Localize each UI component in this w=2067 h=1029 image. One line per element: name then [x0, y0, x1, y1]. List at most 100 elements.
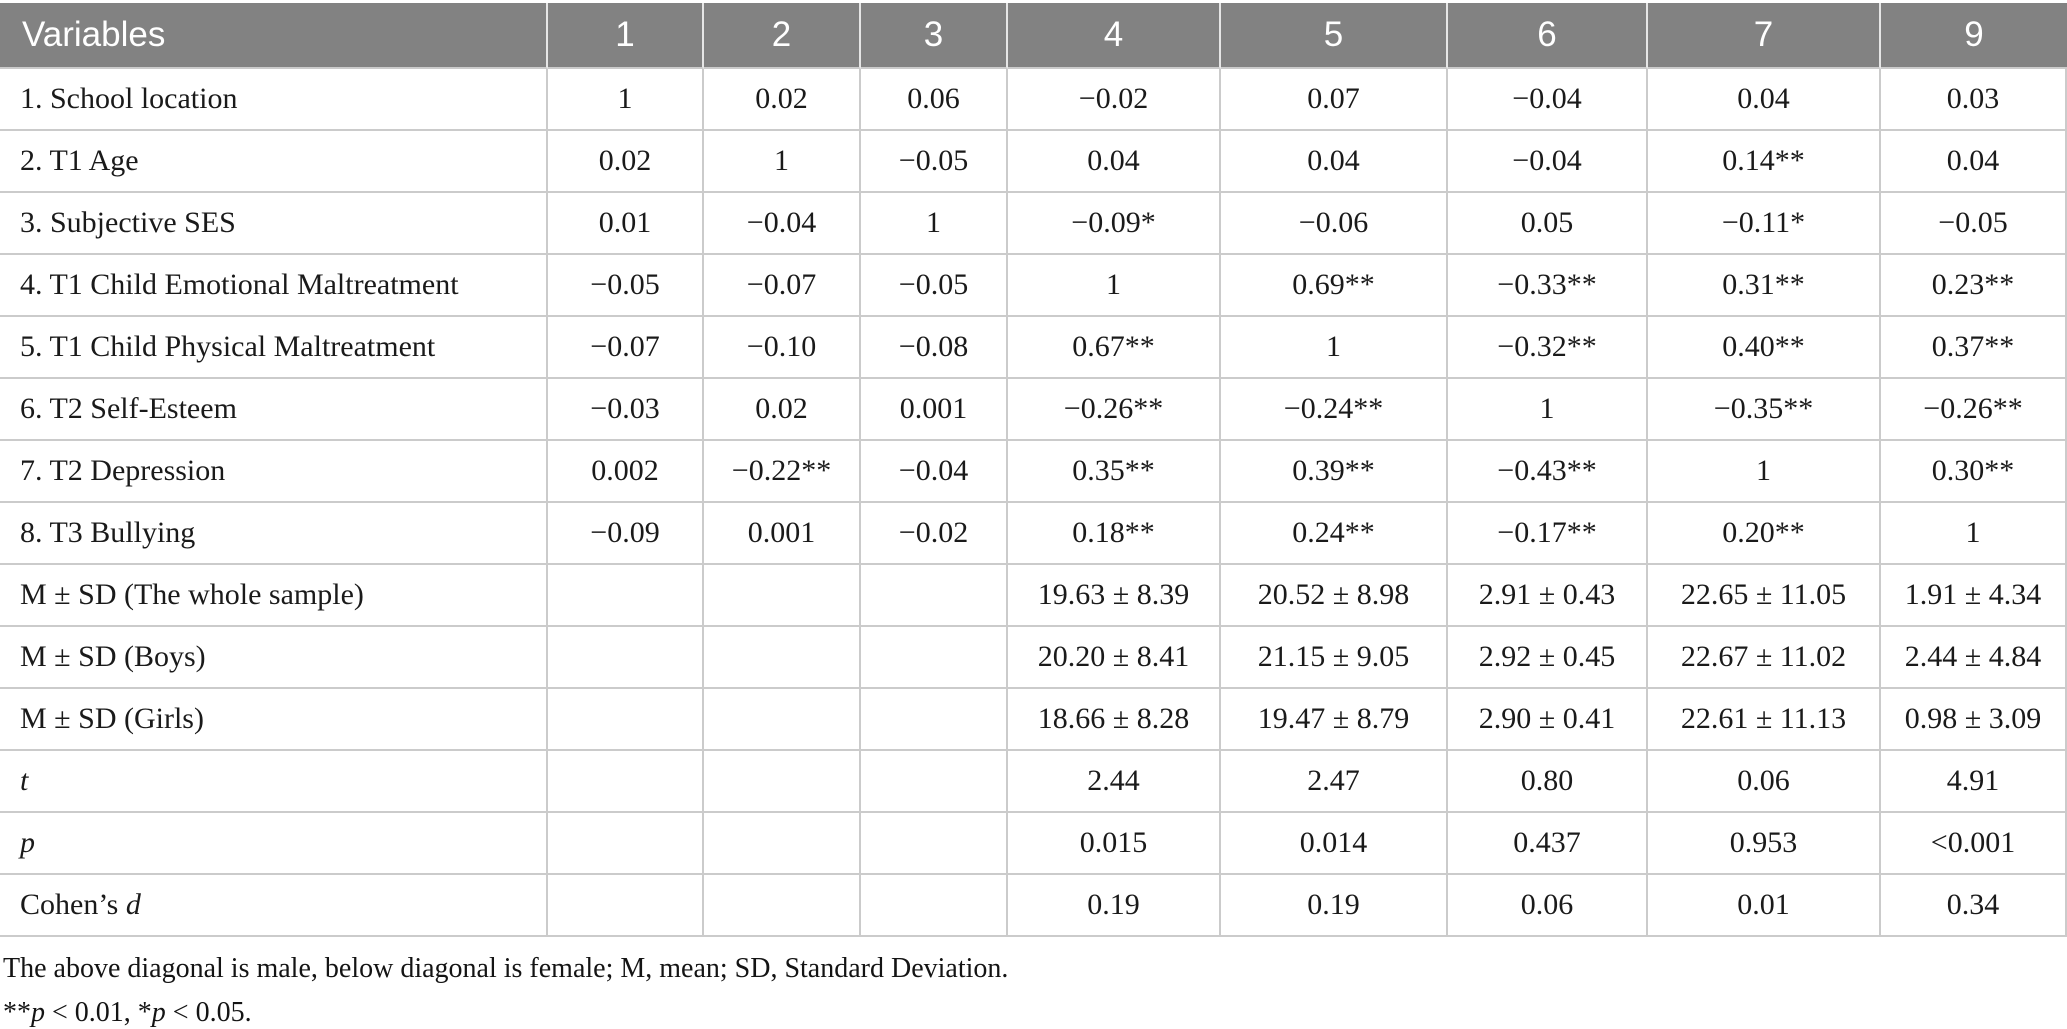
header-col-4: 4 — [1008, 3, 1221, 69]
footnote-segment: < 0.05. — [165, 997, 252, 1028]
row-label: 6. T2 Self-Esteem — [0, 379, 548, 441]
cell: −0.07 — [548, 317, 704, 379]
header-col-5: 5 — [1221, 3, 1448, 69]
table-row: 6. T2 Self-Esteem −0.03 0.02 0.001 −0.26** −0… — [0, 379, 2067, 441]
cell: −0.22** — [704, 441, 861, 503]
cell: −0.10 — [704, 317, 861, 379]
cell: −0.11* — [1648, 193, 1881, 255]
table-row: 7. T2 Depression 0.002 −0.22** −0.04 0.35** 0… — [0, 441, 2067, 503]
cell: 0.001 — [704, 503, 861, 565]
header-col-3: 3 — [861, 3, 1008, 69]
cell — [548, 627, 704, 689]
row-label: M ± SD (The whole sample) — [0, 565, 548, 627]
cell — [548, 689, 704, 751]
cell: 20.52 ± 8.98 — [1221, 565, 1448, 627]
cell: 0.14** — [1648, 131, 1881, 193]
table-row: M ± SD (The whole sample) 19.63 ± 8.39 20.… — [0, 565, 2067, 627]
footnote-segment: < 0.01, * — [45, 997, 152, 1028]
cell: −0.04 — [861, 441, 1008, 503]
cell: 0.02 — [548, 131, 704, 193]
cell: 22.61 ± 11.13 — [1648, 689, 1881, 751]
cell: 1 — [1648, 441, 1881, 503]
cell: −0.24** — [1221, 379, 1448, 441]
footnote-segment: p — [151, 997, 166, 1028]
cell: 2.90 ± 0.41 — [1448, 689, 1648, 751]
table-footnotes: The above diagonal is male, below diagon… — [0, 937, 2067, 1029]
cell — [861, 565, 1008, 627]
footnote-note: The above diagonal is male, below diagon… — [3, 953, 1009, 984]
cell: −0.33** — [1448, 255, 1648, 317]
table-row: 1. School location 1 0.02 0.06 −0.02 0.07 −0.0… — [0, 69, 2067, 131]
cell: 0.06 — [1448, 875, 1648, 937]
cell — [704, 565, 861, 627]
footnote-significance: **p < 0.01, *p < 0.05. — [3, 997, 2067, 1029]
cell: 0.015 — [1008, 813, 1221, 875]
cell: 22.67 ± 11.02 — [1648, 627, 1881, 689]
cell: −0.09 — [548, 503, 704, 565]
cell: −0.04 — [704, 193, 861, 255]
table-row: 4. T1 Child Emotional Maltreatment −0.05−… — [0, 255, 2067, 317]
cell — [861, 627, 1008, 689]
cell: 19.63 ± 8.39 — [1008, 565, 1221, 627]
cell — [548, 813, 704, 875]
cell: 0.01 — [1648, 875, 1881, 937]
cell: 22.65 ± 11.05 — [1648, 565, 1881, 627]
cell: −0.26** — [1881, 379, 2067, 441]
cell: 0.20** — [1648, 503, 1881, 565]
cell: −0.05 — [1881, 193, 2067, 255]
cell: 0.40** — [1648, 317, 1881, 379]
cell: 0.04 — [1881, 131, 2067, 193]
table-row: 8. T3 Bullying −0.09 0.001 −0.02 0.18** 0.24*… — [0, 503, 2067, 565]
cell: −0.06 — [1221, 193, 1448, 255]
cell: 0.31** — [1648, 255, 1881, 317]
cell: 0.35** — [1008, 441, 1221, 503]
cell — [704, 627, 861, 689]
cell: 20.20 ± 8.41 — [1008, 627, 1221, 689]
cell: −0.43** — [1448, 441, 1648, 503]
cell: −0.17** — [1448, 503, 1648, 565]
row-label: M ± SD (Boys) — [0, 627, 548, 689]
cell: 0.19 — [1221, 875, 1448, 937]
cell: 0.014 — [1221, 813, 1448, 875]
table-row: p 0.015 0.014 0.437 0.953 <0.001 — [0, 813, 2067, 875]
cell: −0.05 — [861, 255, 1008, 317]
table-row: 2. T1 Age 0.02 1 −0.05 0.04 0.04 −0.04 0.14** 0.… — [0, 131, 2067, 193]
cell: 0.06 — [1648, 751, 1881, 813]
cell: 2.47 — [1221, 751, 1448, 813]
cell: −0.05 — [548, 255, 704, 317]
header-col-2: 2 — [704, 3, 861, 69]
footnote-segment: ** — [3, 997, 31, 1028]
cell: 0.24** — [1221, 503, 1448, 565]
table-body: 1. School location 1 0.02 0.06 −0.02 0.07 −0.0… — [0, 69, 2067, 937]
cell: 0.30** — [1881, 441, 2067, 503]
row-label: 4. T1 Child Emotional Maltreatment — [0, 255, 548, 317]
row-label: 8. T3 Bullying — [0, 503, 548, 565]
row-label: 3. Subjective SES — [0, 193, 548, 255]
cell: 0.34 — [1881, 875, 2067, 937]
cell — [704, 689, 861, 751]
footnote-segment: p — [31, 997, 45, 1028]
header-row: Variables 1 2 3 4 5 6 7 9 — [0, 3, 2067, 69]
cell: 18.66 ± 8.28 — [1008, 689, 1221, 751]
cell: −0.02 — [1008, 69, 1221, 131]
cell: 1 — [1008, 255, 1221, 317]
row-label-text: Cohen’s — [20, 888, 126, 921]
row-label: M ± SD (Girls) — [0, 689, 548, 751]
cell: 1 — [1448, 379, 1648, 441]
cell: −0.07 — [704, 255, 861, 317]
cell: 0.437 — [1448, 813, 1648, 875]
cell: 1 — [861, 193, 1008, 255]
cell: −0.32** — [1448, 317, 1648, 379]
cell — [861, 813, 1008, 875]
cell: 1 — [704, 131, 861, 193]
table-row: t 2.44 2.47 0.80 0.06 4.91 — [0, 751, 2067, 813]
table-row: 3. Subjective SES 0.01 −0.04 1 −0.09* −0.06 0.… — [0, 193, 2067, 255]
cell: 21.15 ± 9.05 — [1221, 627, 1448, 689]
row-label-italic-part: d — [125, 888, 141, 921]
cell: 0.98 ± 3.09 — [1881, 689, 2067, 751]
row-label: 2. T1 Age — [0, 131, 548, 193]
cell: −0.05 — [861, 131, 1008, 193]
cell — [548, 565, 704, 627]
cell: 2.92 ± 0.45 — [1448, 627, 1648, 689]
row-label: Cohen’s d — [0, 875, 548, 937]
